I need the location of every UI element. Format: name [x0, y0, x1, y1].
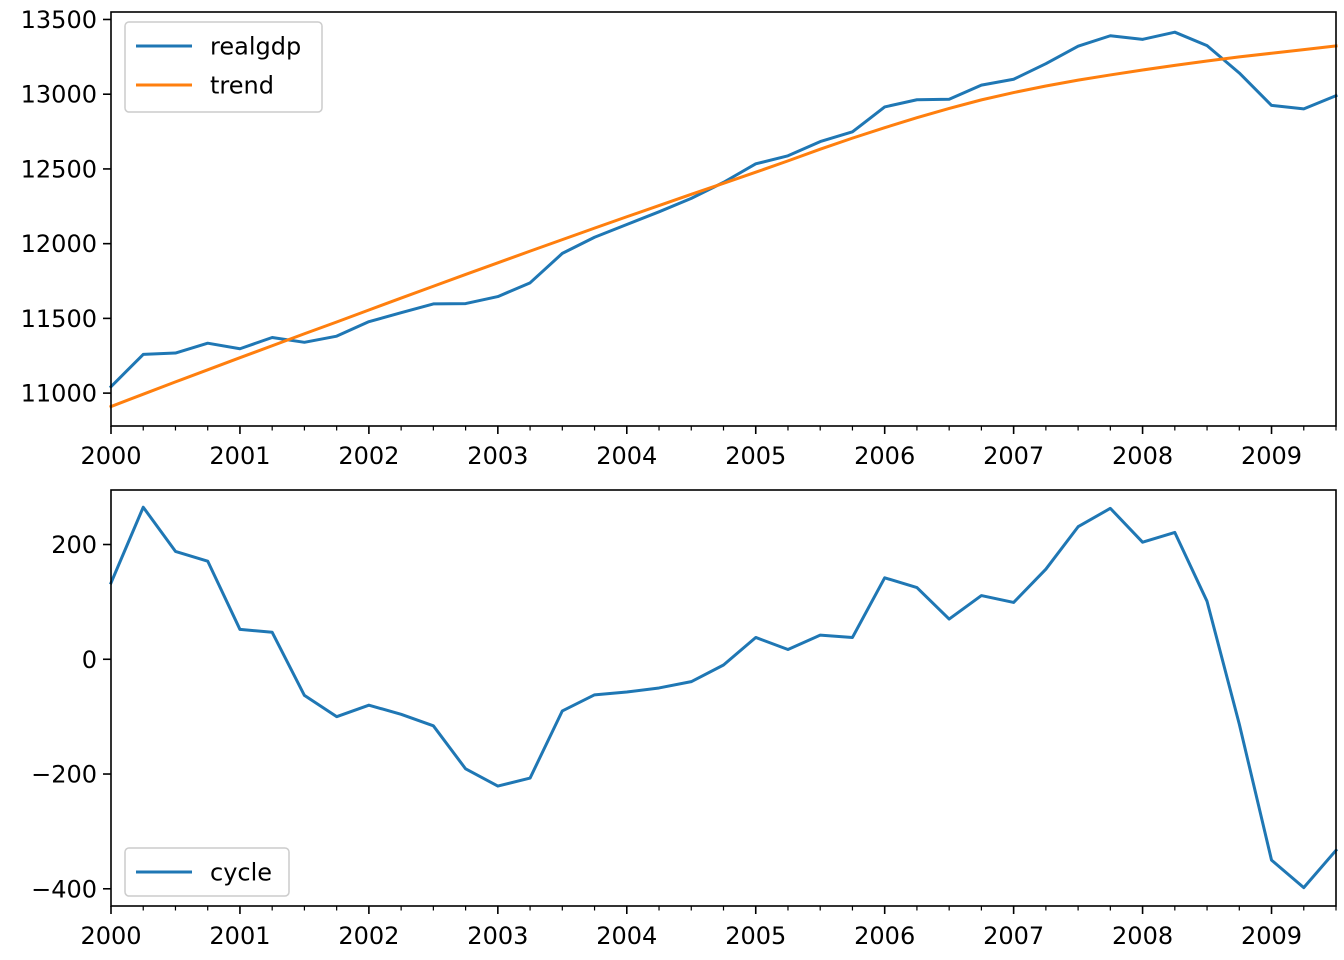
- x-tick-label: 2003: [467, 442, 528, 470]
- y-tick-label: 11000: [21, 380, 97, 408]
- legend-label-trend: trend: [210, 72, 274, 100]
- x-tick-label: 2004: [596, 442, 657, 470]
- x-tick-label: 2003: [467, 922, 528, 950]
- y-tick-label: 0: [82, 646, 97, 674]
- y-tick-label: 11500: [21, 305, 97, 333]
- legend-label-realgdp: realgdp: [210, 33, 301, 61]
- x-tick-label: 2006: [854, 442, 915, 470]
- x-tick-label: 2009: [1241, 922, 1302, 950]
- x-tick-label: 2000: [80, 442, 141, 470]
- x-tick-label: 2005: [725, 922, 786, 950]
- y-tick-label: −400: [31, 875, 97, 903]
- y-tick-label: −200: [31, 761, 97, 789]
- legend-label-cycle: cycle: [210, 859, 272, 887]
- legend: realgdp trend: [124, 21, 323, 113]
- series-line-trend: [109, 44, 1338, 409]
- plot-frame: [110, 489, 1337, 907]
- gdp-trend-panel: 2000 2001 2002 2003 2004 2005 2006 2007 2008 2009…: [21, 6, 1338, 470]
- y-tick-label: 13500: [21, 6, 97, 34]
- x-tick-label: 2008: [1112, 922, 1173, 950]
- y-tick-label: 200: [51, 531, 97, 559]
- legend-box: [124, 847, 290, 897]
- y-tick-label: 12000: [21, 230, 97, 258]
- x-tick-label: 2008: [1112, 442, 1173, 470]
- x-tick-label: 2001: [209, 922, 270, 950]
- y-tick-label: 13000: [21, 81, 97, 109]
- y-tick-label: 12500: [21, 155, 97, 183]
- x-tick-label: 2002: [338, 442, 399, 470]
- x-tick-label: 2001: [209, 442, 270, 470]
- series-line-cycle: [109, 505, 1339, 890]
- x-tick-label: 2005: [725, 442, 786, 470]
- x-tick-label: 2000: [80, 922, 141, 950]
- legend: cycle: [124, 847, 290, 897]
- x-tick-label: 2006: [854, 922, 915, 950]
- cycle-panel: 2000 2001 2002 2003 2004 2005 2006 2007 2008 2009…: [31, 489, 1339, 950]
- x-tick-label: 2007: [983, 442, 1044, 470]
- x-tick-label: 2002: [338, 922, 399, 950]
- x-tick-label: 2009: [1241, 442, 1302, 470]
- x-tick-label: 2007: [983, 922, 1044, 950]
- x-tick-label: 2004: [596, 922, 657, 950]
